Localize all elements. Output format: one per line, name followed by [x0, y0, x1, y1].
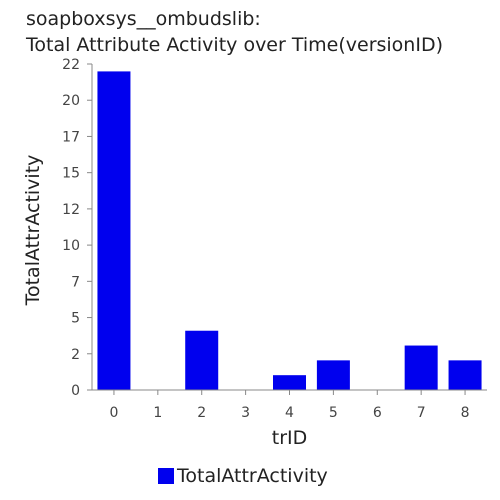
x-tick-label: 3	[241, 405, 250, 421]
bar	[316, 360, 350, 390]
bar	[404, 345, 438, 390]
y-tick-label: 5	[71, 311, 80, 327]
bar	[273, 375, 306, 390]
chart-title-line-2: Total Attribute Activity over Time(versi…	[26, 34, 443, 56]
x-tick-label: 2	[197, 405, 206, 421]
legend-label: TotalAttrActivity	[177, 465, 328, 487]
legend: TotalAttrActivity	[158, 465, 328, 487]
x-tick-label: 5	[329, 405, 338, 421]
x-tick-label: 0	[109, 405, 118, 421]
y-tick-label: 10	[62, 238, 80, 254]
y-axis-ticks: 0 2 5 7 10 12 15 17 20 22	[62, 57, 92, 399]
bar	[97, 71, 131, 390]
bar	[185, 330, 219, 390]
chart-title-line-1: soapboxsys__ombudslib:	[26, 8, 261, 30]
y-tick-label: 2	[71, 347, 80, 363]
x-tick-label: 6	[373, 405, 382, 421]
x-tick-label: 7	[417, 405, 426, 421]
legend-swatch	[158, 468, 174, 484]
x-tick-label: 1	[153, 405, 162, 421]
y-tick-label: 17	[62, 129, 80, 145]
chart-title: soapboxsys__ombudslib: Total Attribute A…	[26, 6, 443, 58]
x-axis-title: trID	[272, 427, 308, 449]
x-axis-ticks: 0 1 2 3 4 5 6 7 8	[109, 390, 470, 421]
y-tick-label: 20	[62, 93, 80, 109]
x-tick-label: 4	[285, 405, 294, 421]
y-tick-label: 7	[71, 274, 80, 290]
y-axis-title: TotalAttrActivity	[22, 155, 44, 307]
y-tick-label: 0	[71, 383, 80, 399]
bars	[97, 71, 482, 390]
y-tick-label: 15	[62, 166, 80, 182]
y-tick-label: 22	[62, 57, 80, 73]
y-tick-label: 12	[62, 202, 80, 218]
x-tick-label: 8	[461, 405, 470, 421]
bar	[448, 360, 482, 390]
